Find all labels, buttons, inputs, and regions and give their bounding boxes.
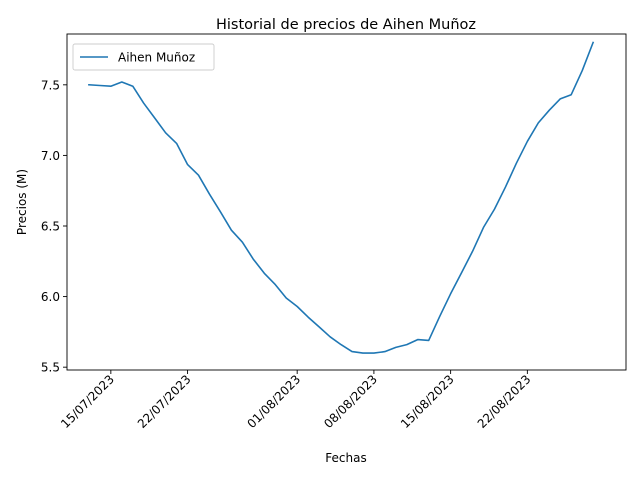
- legend: Aihen Muñoz: [72, 43, 215, 71]
- y-tick-label: 6.5: [41, 220, 60, 234]
- y-tick-label: 6.0: [41, 290, 60, 304]
- y-axis-title: Precios (M): [15, 169, 29, 235]
- legend-box: [72, 43, 215, 71]
- series-line-aihen-munoz: [88, 41, 595, 354]
- x-tick-label: 01/08/2023: [244, 372, 303, 431]
- x-tick-label: 08/08/2023: [321, 372, 380, 431]
- y-axis: 5.5 6.0 6.5 7.0 7.5: [41, 78, 67, 375]
- legend-label: Aihen Muñoz: [118, 51, 195, 65]
- x-tick-label: 22/07/2023: [135, 372, 194, 431]
- x-tick-label: 15/07/2023: [58, 372, 117, 431]
- x-tick-label: 22/08/2023: [475, 372, 534, 431]
- plot-frame: [66, 33, 627, 371]
- x-axis-title: Fechas: [325, 451, 366, 465]
- y-tick-label: 5.5: [41, 361, 60, 375]
- x-tick-label: 15/08/2023: [398, 372, 457, 431]
- plot-area: [66, 33, 627, 371]
- chart-title: Historial de precios de Aihen Muñoz: [216, 17, 476, 33]
- y-tick-label: 7.0: [41, 149, 60, 163]
- y-tick-label: 7.5: [41, 78, 60, 92]
- x-axis: 15/07/2023 22/07/2023 01/08/2023 08/08/2023…: [58, 370, 533, 431]
